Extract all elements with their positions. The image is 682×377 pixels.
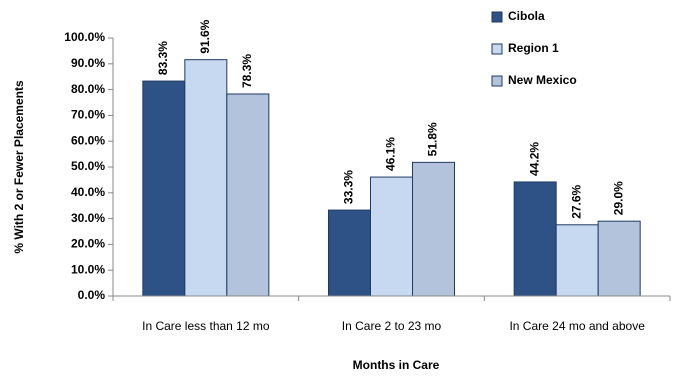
- y-tick-label: 0.0%: [78, 288, 106, 302]
- y-tick-label: 100.0%: [64, 30, 105, 44]
- value-label: 51.8%: [426, 122, 440, 156]
- x-tick-label: In Care less than 12 mo: [142, 319, 270, 333]
- bar: [412, 161, 455, 297]
- bar: [597, 220, 641, 297]
- value-label: 83.3%: [156, 41, 170, 75]
- value-label: 46.1%: [384, 137, 398, 171]
- y-tick-label: 60.0%: [71, 133, 105, 147]
- y-tick-label: 40.0%: [71, 185, 105, 199]
- bar: [328, 209, 371, 297]
- value-label: 27.6%: [569, 184, 583, 218]
- value-label: 44.2%: [527, 142, 541, 176]
- y-tick-label: 20.0%: [71, 237, 105, 251]
- y-axis-label: % With 2 or Fewer Placements: [12, 80, 26, 254]
- value-label: 91.6%: [198, 19, 212, 53]
- value-label: 33.3%: [342, 170, 356, 204]
- legend-swatch: [491, 75, 503, 87]
- y-tick-label: 80.0%: [71, 82, 105, 96]
- legend-swatch: [491, 11, 503, 23]
- legend-label: New Mexico: [508, 73, 577, 87]
- value-label: 78.3%: [240, 54, 254, 88]
- bar: [555, 224, 599, 297]
- bar: [142, 80, 186, 297]
- y-tick-label: 90.0%: [71, 56, 105, 70]
- bar: [370, 176, 413, 297]
- value-label: 29.0%: [611, 181, 625, 215]
- x-tick-label: In Care 24 mo and above: [509, 319, 645, 333]
- x-axis-label: Months in Care: [353, 358, 440, 372]
- y-tick-label: 30.0%: [71, 211, 105, 225]
- legend-label: Cibola: [508, 9, 545, 23]
- y-tick-label: 70.0%: [71, 108, 105, 122]
- bar: [513, 181, 557, 297]
- bar: [184, 59, 228, 297]
- x-tick-label: In Care 2 to 23 mo: [342, 319, 442, 333]
- bar: [226, 93, 270, 297]
- y-tick-label: 10.0%: [71, 262, 105, 276]
- legend-label: Region 1: [508, 41, 559, 55]
- y-tick-label: 50.0%: [71, 159, 105, 173]
- legend-swatch: [491, 43, 503, 55]
